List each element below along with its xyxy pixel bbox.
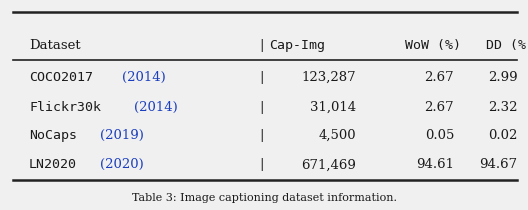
- Text: WoW (%): WoW (%): [405, 39, 461, 52]
- Text: 2.99: 2.99: [488, 71, 517, 84]
- Text: 0.02: 0.02: [488, 129, 517, 142]
- Text: |: |: [259, 158, 263, 171]
- Text: |: |: [259, 71, 263, 84]
- Text: 2.67: 2.67: [425, 101, 454, 114]
- Text: 671,469: 671,469: [301, 158, 356, 171]
- Text: 2.32: 2.32: [488, 101, 517, 114]
- Text: Flickr30k: Flickr30k: [29, 101, 101, 114]
- Text: |: |: [259, 129, 263, 142]
- Text: NoCaps: NoCaps: [29, 129, 77, 142]
- Text: 31,014: 31,014: [310, 101, 356, 114]
- Text: DD (%): DD (%): [486, 39, 528, 52]
- Text: 4,500: 4,500: [319, 129, 356, 142]
- Text: |: |: [259, 39, 263, 52]
- Text: 2.67: 2.67: [425, 71, 454, 84]
- Text: (2014): (2014): [122, 71, 166, 84]
- Text: (2019): (2019): [100, 129, 144, 142]
- Text: (2014): (2014): [134, 101, 177, 114]
- Text: 94.61: 94.61: [416, 158, 454, 171]
- Text: COCO2017: COCO2017: [29, 71, 93, 84]
- Text: Cap-Img: Cap-Img: [269, 39, 325, 52]
- Text: (2020): (2020): [100, 158, 144, 171]
- Text: Dataset: Dataset: [29, 39, 81, 52]
- Text: 123,287: 123,287: [302, 71, 356, 84]
- Text: Table 3: Image captioning dataset information.: Table 3: Image captioning dataset inform…: [131, 193, 397, 203]
- Text: 94.67: 94.67: [479, 158, 517, 171]
- Text: |: |: [259, 101, 263, 114]
- Text: LN2020: LN2020: [29, 158, 77, 171]
- Text: 0.05: 0.05: [425, 129, 454, 142]
